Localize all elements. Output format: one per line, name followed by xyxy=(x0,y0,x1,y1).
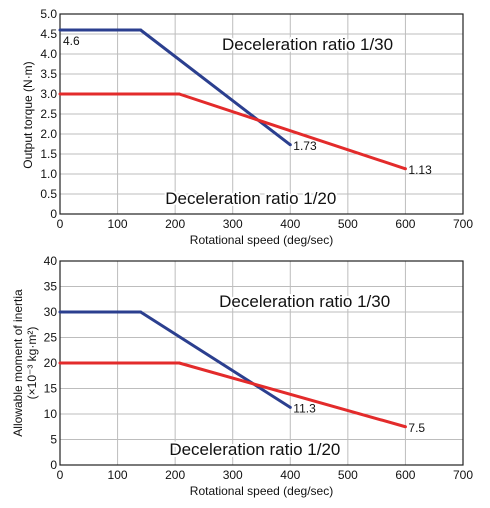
y-tick-label: 5 xyxy=(50,433,57,447)
y-tick-label: 20 xyxy=(44,356,58,370)
end-value-label: 7.5 xyxy=(408,421,425,435)
series-point xyxy=(58,28,62,32)
plot-frame xyxy=(59,13,464,215)
x-tick-label: 300 xyxy=(223,468,243,482)
y-axis-title: Allowable moment of inertia(×10⁻³ kg·m²) xyxy=(11,289,39,437)
y-tick-label: 2.0 xyxy=(40,127,57,141)
series-point xyxy=(177,92,181,96)
x-tick-label: 300 xyxy=(223,217,243,231)
end-value-label: 11.3 xyxy=(293,401,316,415)
x-axis-title: Rotational speed (deg/sec) xyxy=(190,233,333,247)
x-tick-label: 0 xyxy=(57,217,64,231)
x-tick-label: 600 xyxy=(395,468,415,482)
x-tick-label: 500 xyxy=(338,217,358,231)
y-tick-label: 0 xyxy=(50,458,57,472)
ratio-annotation: Deceleration ratio 1/30 xyxy=(222,35,393,54)
x-tick-label: 700 xyxy=(453,468,473,482)
x-tick-label: 400 xyxy=(280,217,300,231)
x-tick-label: 700 xyxy=(453,217,473,231)
y-axis-title-line: (×10⁻³ kg·m²) xyxy=(25,327,39,400)
y-tick-label: 0 xyxy=(50,207,57,221)
x-tick-label: 200 xyxy=(165,217,185,231)
y-tick-label: 2.5 xyxy=(40,107,57,121)
series-point xyxy=(58,361,62,365)
y-tick-label: 1.0 xyxy=(40,167,57,181)
end-value-label: 1.73 xyxy=(293,139,317,153)
y-tick-label: 4.0 xyxy=(40,47,57,61)
x-axis-title: Rotational speed (deg/sec) xyxy=(190,484,333,498)
y-axis-title: Output torque (N·m) xyxy=(21,61,35,168)
ratio-annotation: Deceleration ratio 1/20 xyxy=(165,189,336,208)
series-point xyxy=(58,310,62,314)
x-tick-label: 200 xyxy=(165,468,185,482)
series-point xyxy=(288,143,292,147)
y-tick-label: 0.5 xyxy=(40,187,57,201)
y-tick-label: 25 xyxy=(44,331,58,345)
chart-2: 0 100 200 300 400 500 600 700 0 5 10 15 20 25 30 35 40 Ro… xyxy=(11,254,473,498)
x-tick-label: 100 xyxy=(108,217,128,231)
y-tick-label: 40 xyxy=(44,254,58,268)
series-point xyxy=(139,28,143,32)
y-tick-label: 15 xyxy=(44,382,58,396)
y-tick-label: 35 xyxy=(44,280,58,294)
y-tick-label: 3.5 xyxy=(40,67,57,81)
series-point xyxy=(403,425,407,429)
end-value-label: 1.13 xyxy=(408,163,432,177)
y-tick-label: 30 xyxy=(44,305,58,319)
x-tick-label: 400 xyxy=(280,468,300,482)
series-point xyxy=(58,92,62,96)
series-point xyxy=(139,310,143,314)
start-value-label: 4.6 xyxy=(63,34,80,48)
chart-1: 0 100 200 300 400 500 600 700 0 0.5 1.0 1.5 2.0 2.5 3.… xyxy=(21,7,473,247)
ratio-annotation: Deceleration ratio 1/30 xyxy=(219,292,390,311)
x-tick-label: 100 xyxy=(108,468,128,482)
y-tick-label: 1.5 xyxy=(40,147,57,161)
y-tick-label: 3.0 xyxy=(40,87,57,101)
x-tick-label: 500 xyxy=(338,468,358,482)
y-axis-title-line: Allowable moment of inertia xyxy=(11,289,25,437)
x-tick-label: 0 xyxy=(57,468,64,482)
y-tick-label: 5.0 xyxy=(40,7,57,21)
series-point xyxy=(403,167,407,171)
y-tick-label: 4.5 xyxy=(40,27,57,41)
series-point xyxy=(177,361,181,365)
y-tick-label: 10 xyxy=(44,407,58,421)
x-tick-label: 600 xyxy=(395,217,415,231)
ratio-annotation: Deceleration ratio 1/20 xyxy=(169,440,340,459)
series-point xyxy=(288,405,292,409)
